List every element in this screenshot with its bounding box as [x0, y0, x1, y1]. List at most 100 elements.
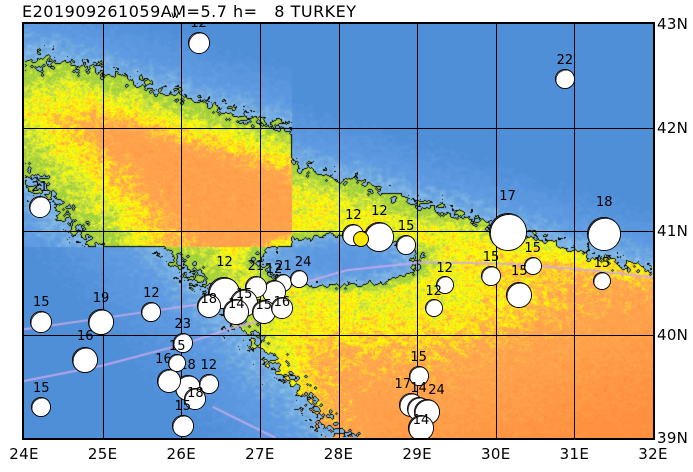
focal-mechanism-glyph	[199, 375, 218, 394]
beachball-depth-label: 14	[412, 412, 430, 428]
beachball-depth-label: 17	[394, 376, 412, 392]
beachball-depth-label: 18	[200, 291, 218, 307]
beachball-depth-label: 16	[155, 352, 172, 368]
beachball[interactable]	[198, 374, 219, 395]
beachball-depth-label: 12	[200, 358, 218, 374]
beachball[interactable]	[290, 269, 309, 288]
title-mag-value: =5.7	[186, 2, 228, 21]
y-tick-42N: 42N	[657, 118, 689, 137]
beachball-depth-label: 23	[174, 316, 192, 332]
focal-mechanism-glyph	[32, 397, 51, 416]
beachball-depth-label: 21	[247, 258, 265, 274]
focal-mechanism-glyph	[507, 283, 532, 308]
beachball[interactable]	[592, 271, 611, 290]
beachball[interactable]	[172, 332, 193, 353]
x-tick-31E: 31E	[559, 445, 590, 463]
beachball[interactable]	[223, 298, 250, 325]
focal-mechanism-glyph	[188, 32, 209, 53]
map-frame[interactable]: 12 22 21 12 12 15 17 18 15 15 15 15 12 12 21 24 12 21 12 15…	[22, 22, 655, 440]
x-tick-25E: 25E	[87, 445, 118, 463]
beachball[interactable]	[435, 275, 454, 294]
y-tick-41N: 41N	[657, 222, 689, 240]
beachball[interactable]	[157, 369, 182, 394]
beachball[interactable]	[587, 217, 622, 252]
beachball-depth-label: 12	[425, 283, 442, 299]
beachball-depth-label: 16	[77, 329, 94, 345]
focal-mechanism-glyph	[409, 415, 434, 438]
beachball-depth-label: 15	[397, 219, 415, 235]
beachball[interactable]	[396, 235, 417, 256]
main-event-beachball[interactable]	[364, 222, 395, 253]
y-tick-43N: 43N	[657, 15, 689, 33]
beachball[interactable]	[171, 414, 194, 437]
focal-mechanism-glyph	[172, 415, 193, 436]
focal-mechanism-glyph	[436, 276, 453, 293]
beachball-depth-label: 14	[410, 381, 427, 397]
gridline-parallel-42	[24, 128, 653, 129]
beachball-depth-label: 15	[511, 264, 528, 280]
gridline-parallel-40	[24, 335, 653, 336]
focal-mechanism-glyph	[185, 388, 206, 409]
beachball[interactable]	[196, 293, 221, 318]
beachball[interactable]	[523, 257, 542, 276]
beachball-depth-label: 24	[294, 254, 312, 270]
beachball[interactable]	[72, 347, 99, 374]
beachball-depth-label: 15	[174, 398, 192, 414]
focal-mechanism-glyph	[489, 214, 526, 251]
focal-mechanism-glyph	[73, 348, 98, 373]
y-tick-40N: 40N	[657, 325, 689, 344]
focal-mechanism-glyph	[588, 218, 621, 251]
title-bar: E201909261059AM=5.7 h= 8 TURKEY w	[0, 0, 693, 24]
beachball[interactable]	[506, 282, 533, 309]
beachball[interactable]	[28, 196, 51, 219]
gridline-parallel-41	[24, 231, 653, 232]
beachball-depth-label: 15	[524, 241, 541, 257]
beachball[interactable]	[270, 296, 293, 319]
beachball[interactable]	[481, 265, 502, 286]
beachball[interactable]	[488, 213, 527, 252]
title-mag-subscript: w	[171, 10, 180, 21]
x-tick-29E: 29E	[402, 445, 432, 463]
focal-mechanism-glyph	[169, 355, 186, 372]
beachball[interactable]	[187, 31, 210, 54]
beachball-depth-label: 15	[410, 349, 427, 365]
beachball-depth-label: 12	[345, 208, 362, 224]
x-tick-28E: 28E	[323, 445, 354, 463]
beachball[interactable]	[141, 301, 162, 322]
focal-mechanism-glyph	[524, 258, 541, 275]
beachball[interactable]	[168, 354, 187, 373]
beachball[interactable]	[251, 299, 276, 324]
beachball[interactable]	[184, 387, 207, 410]
beachball-depth-label: 12	[265, 262, 283, 278]
beachball-depth-label: 17	[499, 189, 516, 205]
x-tick-30E: 30E	[481, 445, 511, 463]
beachball[interactable]	[408, 414, 435, 438]
focal-mechanism-glyph	[271, 297, 292, 318]
beachball[interactable]	[554, 68, 575, 89]
beachball-depth-label: 24	[428, 383, 445, 399]
focal-mechanism-glyph	[31, 312, 52, 333]
y-tick-39N: 39N	[657, 429, 689, 447]
beachball-depth-label: 15	[33, 380, 50, 396]
epicentre-marker	[353, 231, 370, 248]
beachball-depth-label: 15	[235, 287, 253, 303]
focal-mechanism-glyph	[291, 270, 308, 287]
beachball[interactable]	[424, 298, 443, 317]
beachball[interactable]	[30, 311, 53, 334]
beachball-depth-label: 12	[216, 255, 233, 271]
beachball-depth-label: 12	[190, 22, 207, 31]
x-tick-27E: 27E	[245, 445, 275, 463]
x-tick-26E: 26E	[166, 445, 196, 463]
x-tick-24E: 24E	[9, 445, 39, 463]
beachball-depth-label: 15	[33, 295, 50, 311]
focal-mechanism-glyph	[158, 370, 181, 393]
title-depth-label: h=	[232, 2, 258, 21]
title-mag-prefix: M	[172, 2, 187, 21]
beachball[interactable]	[31, 396, 52, 417]
beachball-depth-label: 15	[593, 255, 611, 271]
focal-mechanism-glyph	[29, 197, 50, 218]
beachball[interactable]	[408, 365, 429, 386]
beachball-depth-label: 16	[273, 294, 291, 310]
x-tick-32E: 32E	[638, 445, 668, 463]
